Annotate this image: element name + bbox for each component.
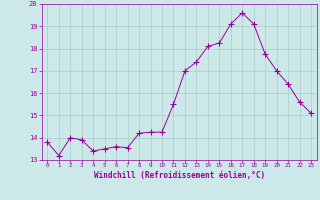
X-axis label: Windchill (Refroidissement éolien,°C): Windchill (Refroidissement éolien,°C)	[94, 171, 265, 180]
